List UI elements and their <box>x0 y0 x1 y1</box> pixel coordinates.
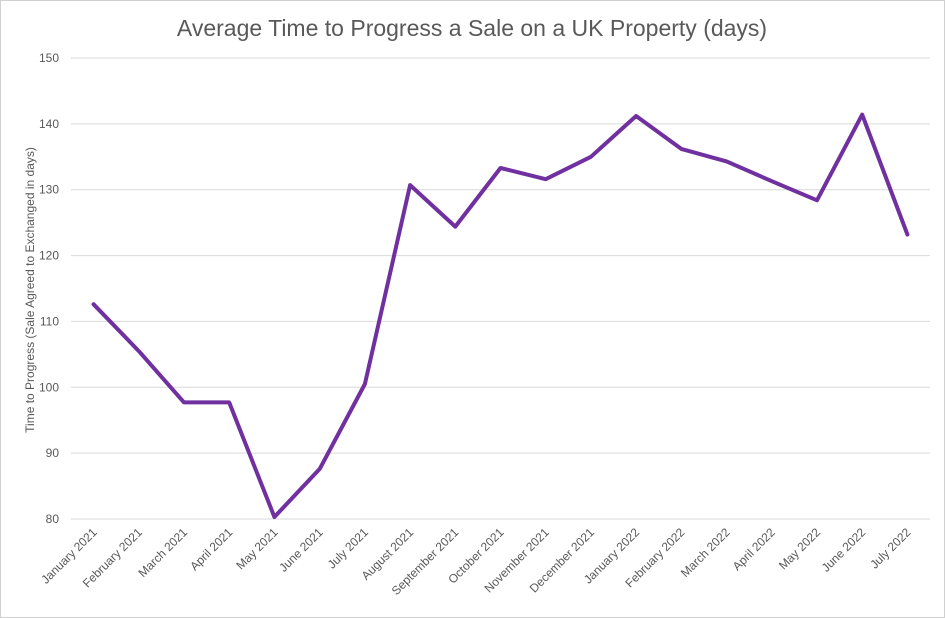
y-tick-label: 90 <box>46 446 60 460</box>
x-tick-label: May 2022 <box>776 525 823 572</box>
y-tick-label: 140 <box>39 117 59 131</box>
series-line-0 <box>91 112 910 519</box>
y-axis-ticks: 80 90 100 110 120 130 140 150 <box>39 51 59 526</box>
series-layer <box>91 112 910 519</box>
x-tick-label: July 2021 <box>325 525 371 571</box>
x-tick-label: July 2022 <box>867 525 913 571</box>
x-tick-label: March 2022 <box>678 525 733 580</box>
x-tick-label: June 2022 <box>819 525 869 575</box>
y-tick-label: 120 <box>39 249 59 263</box>
y-axis-label: Time to Progress (Sale Agreed to Exchang… <box>23 147 37 433</box>
gridlines <box>71 57 930 520</box>
y-tick-label: 80 <box>46 512 60 526</box>
x-tick-label: March 2021 <box>135 525 190 580</box>
x-tick-label: April 2021 <box>187 525 235 573</box>
y-tick-label: 150 <box>39 51 59 65</box>
x-tick-label: June 2021 <box>276 525 326 575</box>
x-tick-label: April 2022 <box>730 525 778 573</box>
chart-title: Average Time to Progress a Sale on a UK … <box>177 15 767 41</box>
y-tick-label: 130 <box>39 183 59 197</box>
x-tick-label: May 2021 <box>233 525 280 572</box>
y-tick-label: 110 <box>40 314 59 328</box>
y-tick-label: 100 <box>39 380 59 394</box>
